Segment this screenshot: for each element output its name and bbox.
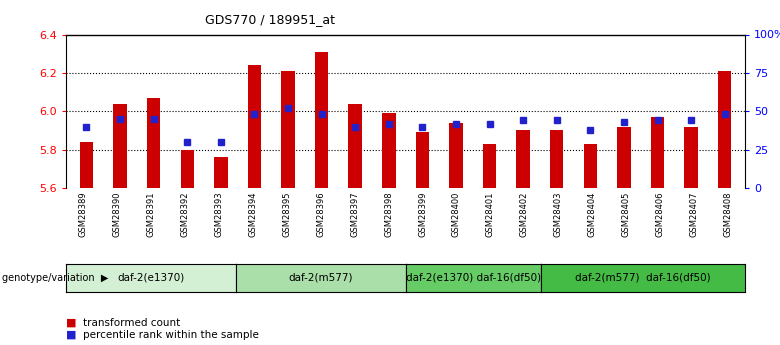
Bar — [349, 104, 362, 188]
Text: GDS770 / 189951_at: GDS770 / 189951_at — [205, 13, 335, 26]
Text: genotype/variation  ▶: genotype/variation ▶ — [2, 273, 108, 283]
Bar — [180, 150, 194, 188]
Text: GSM28403: GSM28403 — [554, 192, 563, 237]
Text: GSM28397: GSM28397 — [350, 192, 360, 237]
Bar — [483, 144, 496, 188]
Text: GSM28389: GSM28389 — [79, 192, 88, 237]
Text: daf-2(e1370) daf-16(df50): daf-2(e1370) daf-16(df50) — [406, 273, 541, 283]
Text: ■: ■ — [66, 330, 76, 339]
Text: GSM28408: GSM28408 — [723, 192, 732, 237]
Text: GSM28394: GSM28394 — [248, 192, 257, 237]
Bar — [651, 117, 665, 188]
Bar — [315, 52, 328, 188]
Text: daf-2(m577)  daf-16(df50): daf-2(m577) daf-16(df50) — [576, 273, 711, 283]
Bar — [718, 71, 732, 188]
Text: percentile rank within the sample: percentile rank within the sample — [83, 330, 259, 339]
Text: GSM28405: GSM28405 — [622, 192, 631, 237]
Bar — [449, 123, 463, 188]
Text: GSM28407: GSM28407 — [690, 192, 699, 237]
Text: GSM28404: GSM28404 — [587, 192, 597, 237]
Text: GSM28399: GSM28399 — [418, 192, 427, 237]
Text: GSM28406: GSM28406 — [655, 192, 665, 237]
Text: daf-2(e1370): daf-2(e1370) — [118, 273, 185, 283]
Bar — [282, 71, 295, 188]
Bar — [215, 157, 228, 188]
Bar — [684, 127, 698, 188]
Text: GSM28395: GSM28395 — [282, 192, 292, 237]
Bar — [248, 65, 261, 188]
Bar — [617, 127, 631, 188]
Text: transformed count: transformed count — [83, 318, 181, 327]
Bar — [583, 144, 597, 188]
Text: GSM28391: GSM28391 — [147, 192, 156, 237]
Text: daf-2(m577): daf-2(m577) — [289, 273, 353, 283]
Text: GSM28398: GSM28398 — [384, 192, 393, 237]
Bar — [147, 98, 161, 188]
Text: GSM28393: GSM28393 — [215, 192, 224, 237]
Text: ■: ■ — [66, 318, 76, 327]
Text: GSM28401: GSM28401 — [486, 192, 495, 237]
Text: GSM28390: GSM28390 — [112, 192, 122, 237]
Bar — [516, 130, 530, 188]
Bar — [113, 104, 127, 188]
Bar — [382, 113, 395, 188]
Bar — [550, 130, 563, 188]
Text: GSM28392: GSM28392 — [180, 192, 190, 237]
Text: GSM28402: GSM28402 — [519, 192, 529, 237]
Bar — [416, 132, 429, 188]
Bar — [80, 142, 93, 188]
Text: GSM28396: GSM28396 — [316, 192, 325, 237]
Text: GSM28400: GSM28400 — [452, 192, 461, 237]
